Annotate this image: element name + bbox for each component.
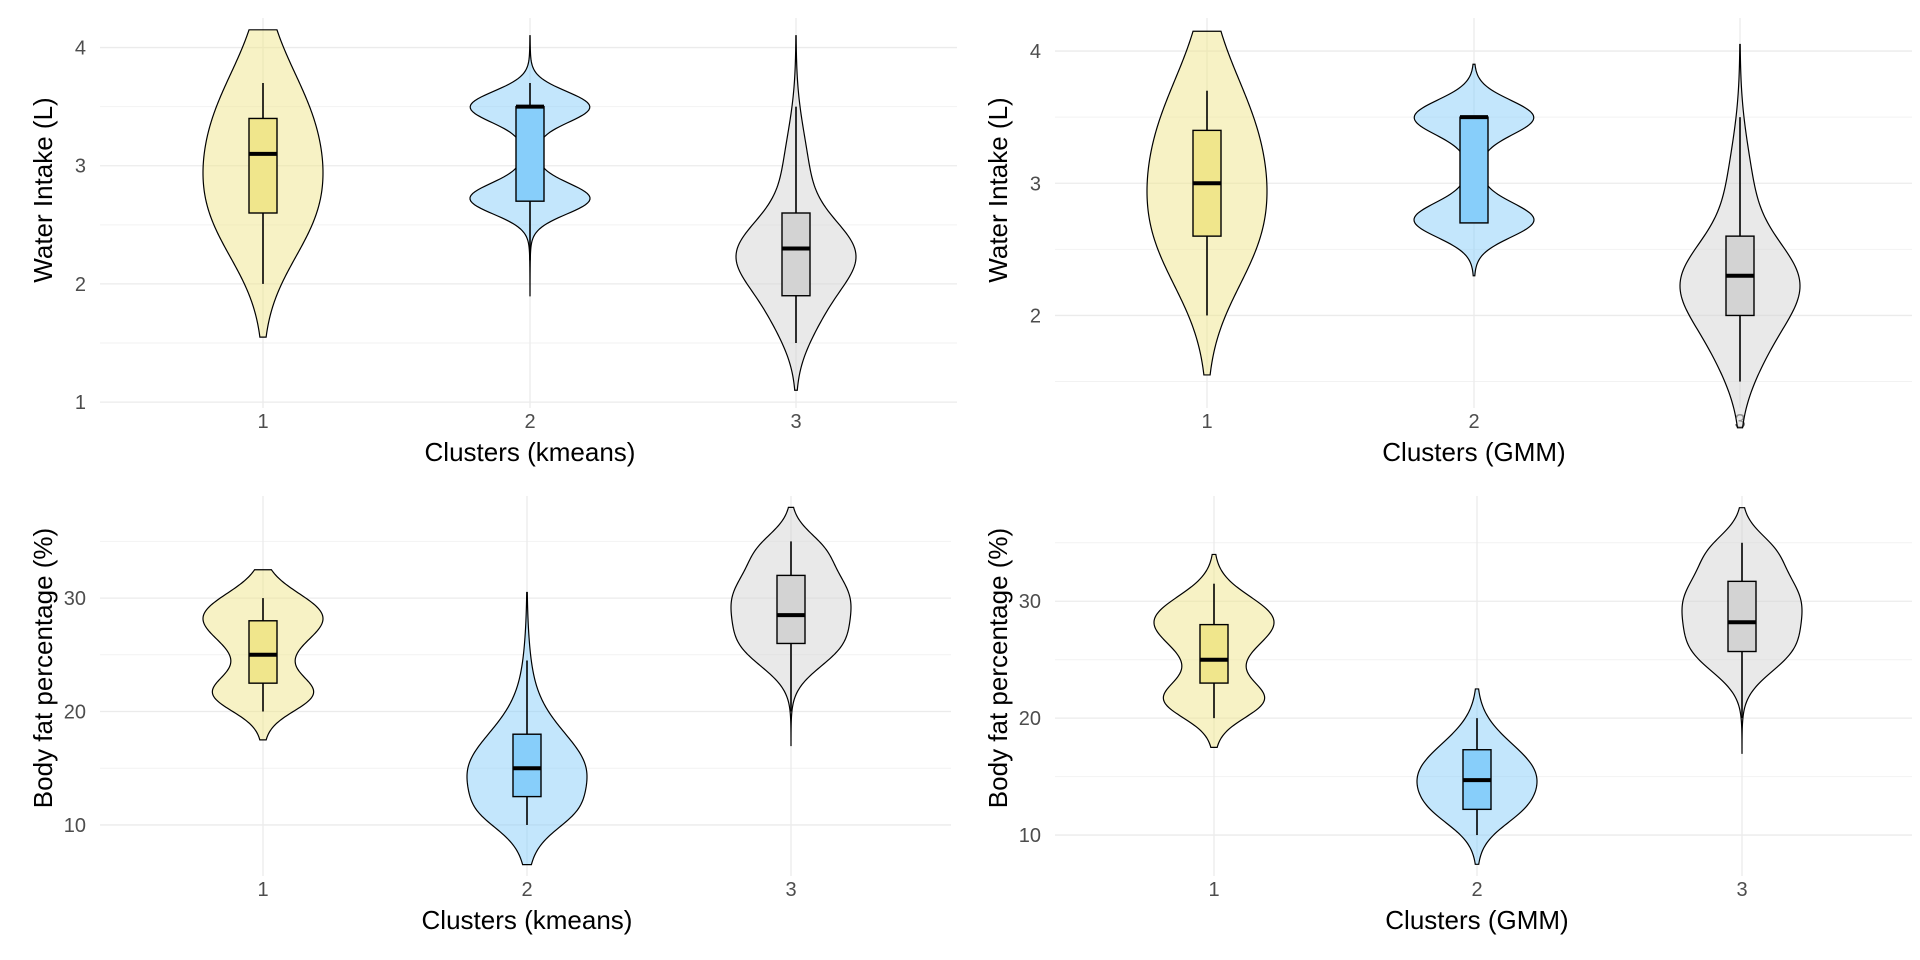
xtick-label-fat-kmeans: 2 [521, 879, 532, 901]
xtick-label-water-kmeans: 2 [524, 411, 535, 433]
xlabel-fat-gmm: Clusters (GMM) [1385, 905, 1568, 935]
ytick-label-water-kmeans: 1 [75, 392, 86, 414]
ylabel-water-gmm: Water Intake (L) [983, 97, 1013, 282]
ytick-label-fat-kmeans: 10 [64, 815, 86, 837]
xlabel-water-kmeans: Clusters (kmeans) [425, 437, 636, 467]
ytick-label-water-gmm: 3 [1030, 173, 1041, 195]
plot-fat-gmm: 10 20 30 1 2 3 [1019, 496, 1912, 901]
ytick-label-fat-kmeans: 30 [64, 588, 86, 610]
ytick-label-water-kmeans: 4 [75, 38, 86, 60]
box-fat-gmm-cluster-3 [1727, 580, 1757, 653]
xtick-label-fat-kmeans: 3 [785, 879, 796, 901]
ytick-label-fat-gmm: 10 [1019, 825, 1041, 847]
plot-fat-kmeans: 10 20 30 1 2 3 [64, 496, 951, 901]
ytick-label-water-gmm: 2 [1030, 305, 1041, 327]
box-fat-kmeans-cluster-3 [776, 574, 806, 645]
xtick-label-water-kmeans: 1 [257, 411, 268, 433]
ytick-label-water-kmeans: 3 [75, 156, 86, 178]
ylabel-fat-gmm: Body fat percentage (%) [983, 528, 1013, 808]
box-fat-gmm-cluster-1 [1199, 623, 1229, 684]
xtick-label-water-gmm: 1 [1201, 411, 1212, 433]
panel-fat-gmm: Body fat percentage (%) Clusters (GMM) [983, 528, 1569, 935]
panel-water-gmm: Water Intake (L) Clusters (GMM) [983, 97, 1566, 467]
panel-fat-kmeans: Body fat percentage (%) Clusters (kmeans… [28, 528, 632, 935]
xtick-label-fat-gmm: 2 [1471, 879, 1482, 901]
ytick-label-water-kmeans: 2 [75, 274, 86, 296]
box-water-kmeans-cluster-2 [515, 105, 545, 202]
box-water-gmm-cluster-2 [1459, 116, 1489, 224]
panel-water-kmeans: Water Intake (L) Clusters (kmeans) [28, 97, 635, 467]
box-water-kmeans-cluster-3 [781, 212, 811, 297]
box-fat-kmeans-cluster-1 [248, 620, 278, 684]
xtick-label-fat-gmm: 1 [1208, 879, 1219, 901]
ylabel-water-kmeans: Water Intake (L) [28, 97, 58, 282]
xtick-label-water-gmm: 2 [1468, 411, 1479, 433]
xtick-label-fat-gmm: 3 [1736, 879, 1747, 901]
xlabel-fat-kmeans: Clusters (kmeans) [422, 905, 633, 935]
xtick-label-water-kmeans: 3 [790, 411, 801, 433]
plot-water-kmeans: 1 2 3 4 1 2 3 [75, 18, 957, 433]
box-fat-kmeans-cluster-2 [512, 733, 542, 798]
xlabel-water-gmm: Clusters (GMM) [1382, 437, 1565, 467]
ytick-label-water-gmm: 4 [1030, 41, 1041, 63]
xtick-label-fat-kmeans: 1 [257, 879, 268, 901]
ytick-label-fat-gmm: 20 [1019, 708, 1041, 730]
ylabel-fat-kmeans: Body fat percentage (%) [28, 528, 58, 808]
box-water-kmeans-cluster-1 [248, 117, 278, 214]
ytick-label-fat-gmm: 30 [1019, 591, 1041, 613]
ytick-label-fat-kmeans: 20 [64, 702, 86, 724]
